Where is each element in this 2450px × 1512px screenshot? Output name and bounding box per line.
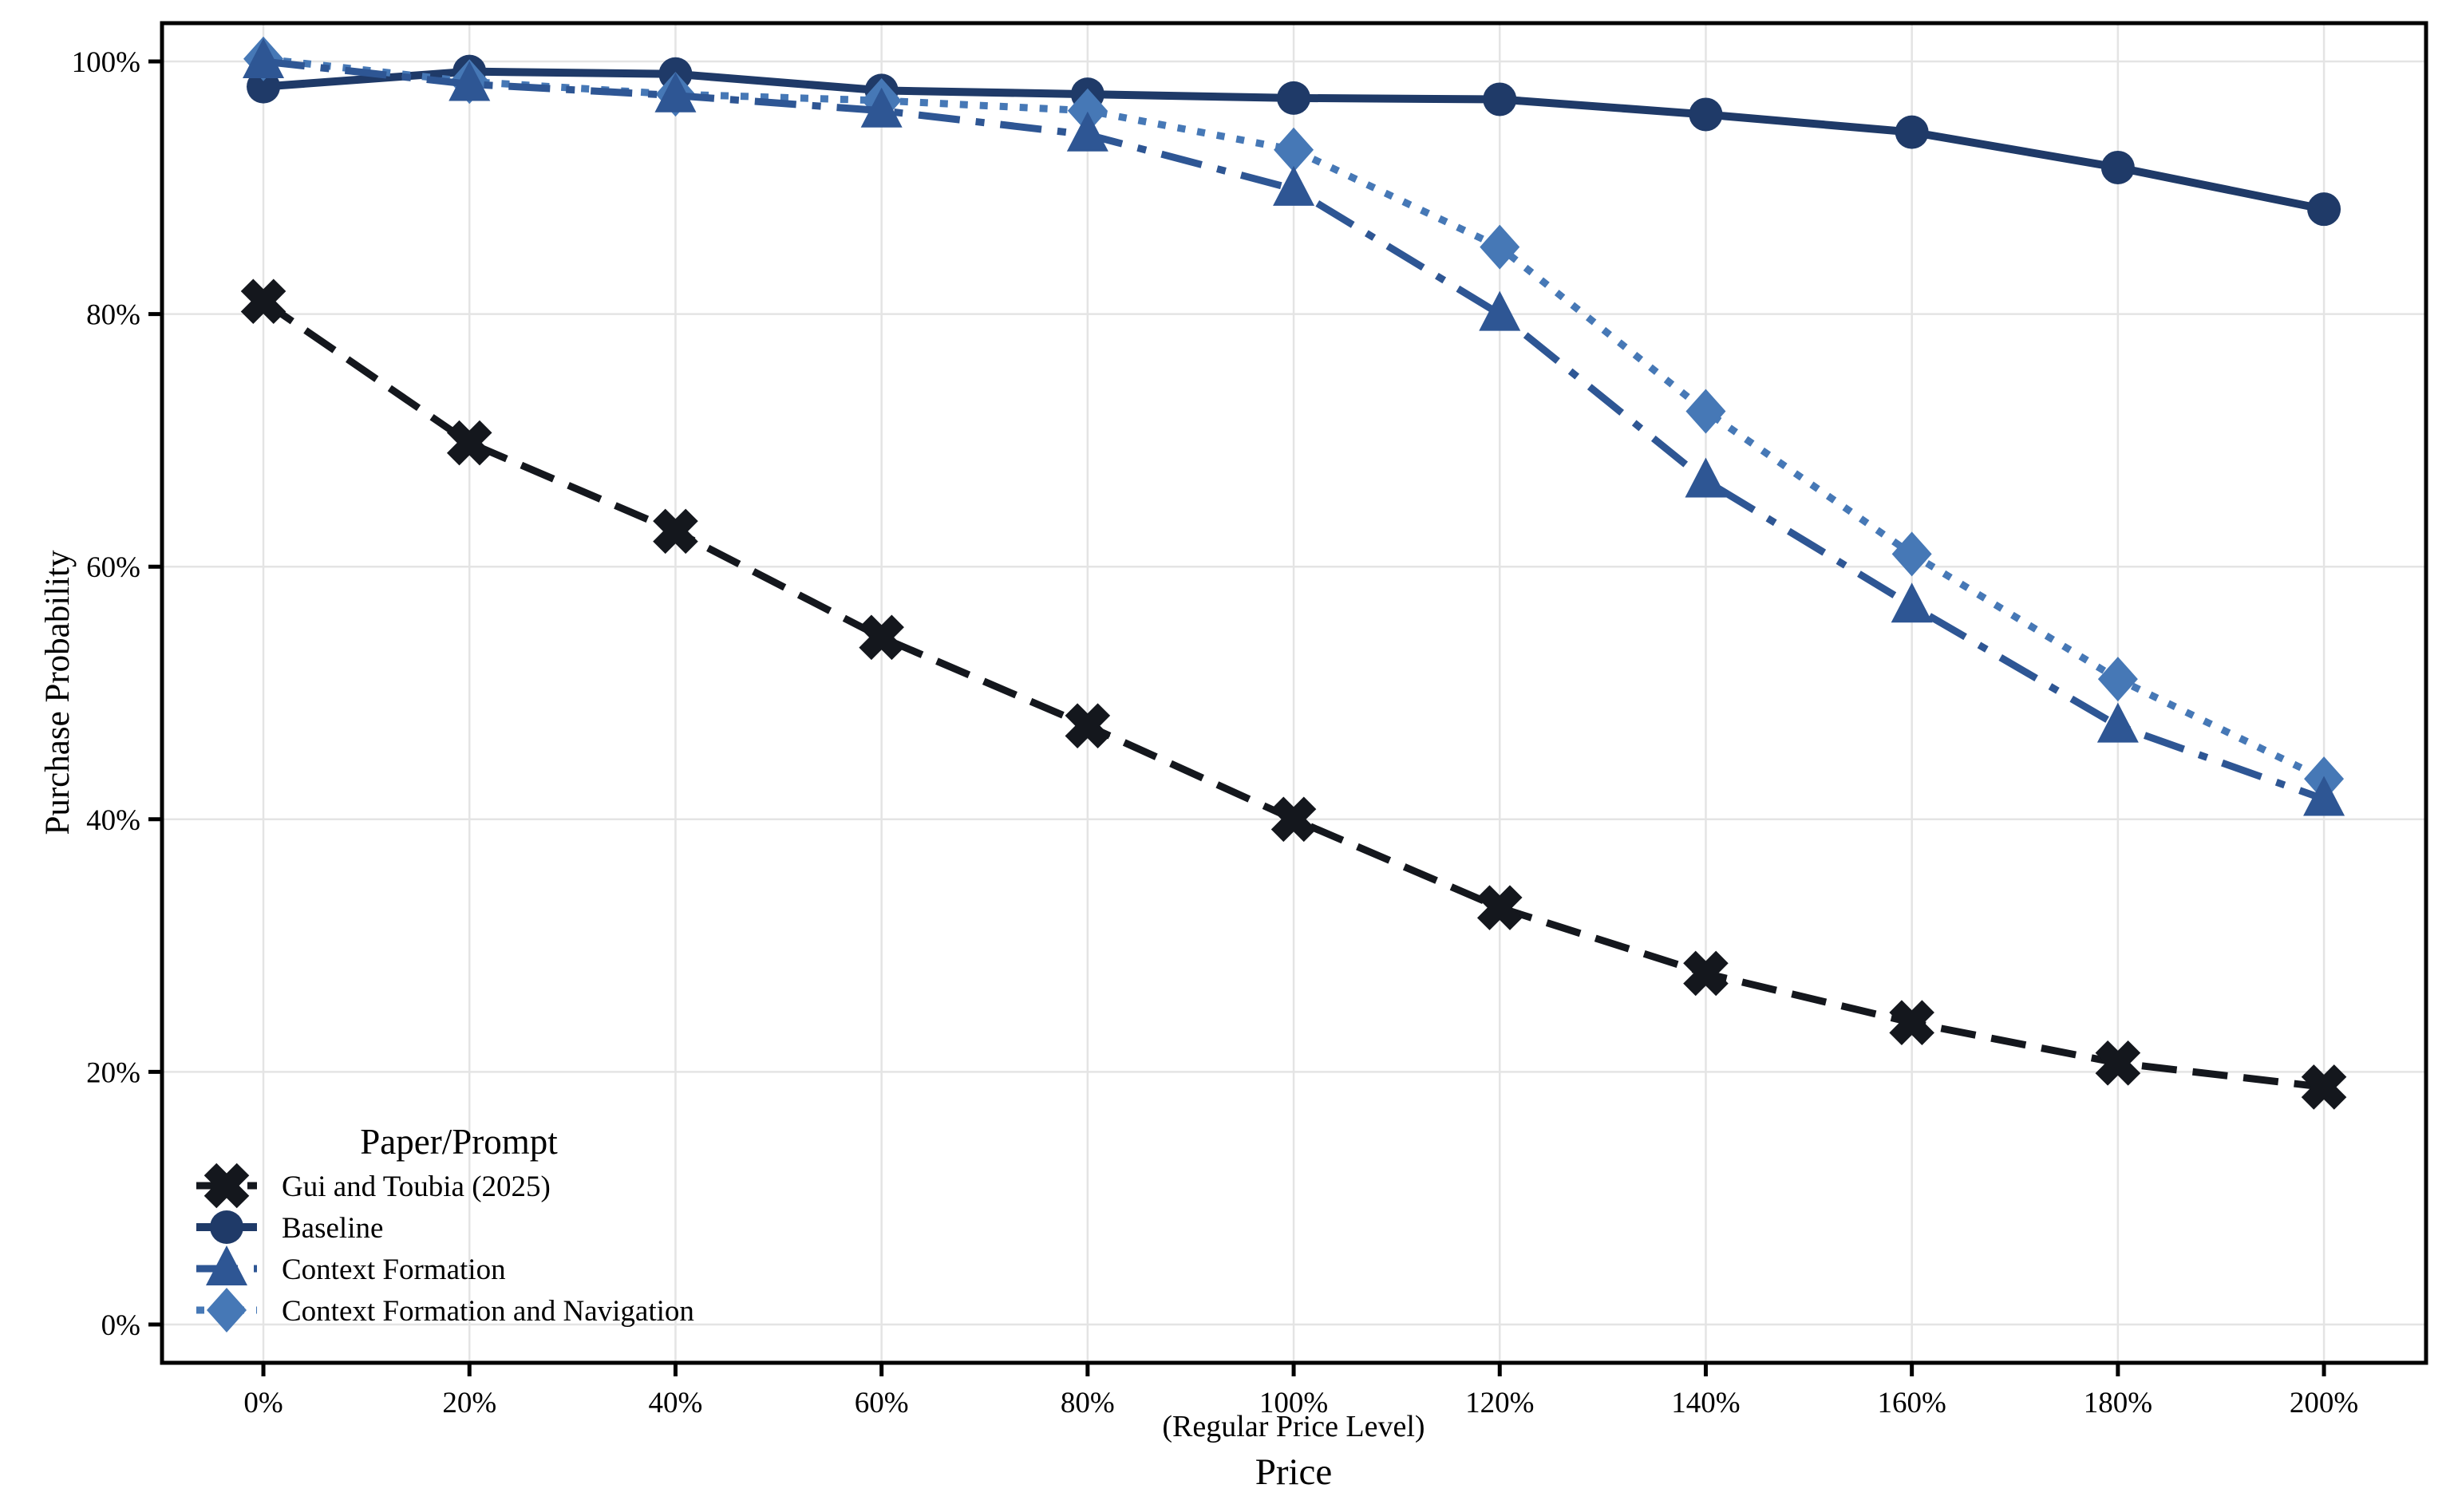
legend-item-label: Context Formation and Navigation [282,1295,694,1328]
diamond-icon [207,1288,247,1332]
x-marker [446,420,492,466]
y-tick-label: 80% [86,299,140,332]
x-icon [204,1163,250,1209]
diamond-marker [1685,389,1726,434]
x-marker [2301,1064,2347,1110]
x-tick-label: 40% [649,1387,703,1419]
x-tick-label: 60% [855,1387,909,1419]
series-gui-and-toubia-2025- [240,278,2347,1110]
x-axis-note: (Regular Price Level) [1162,1410,1425,1443]
x-axis-title: Price [1255,1451,1333,1493]
legend-item: Context Formation [196,1246,506,1286]
circle-marker [1895,115,1929,149]
legend-item-label: Context Formation [282,1253,506,1286]
x-marker [1270,796,1317,843]
triangle-marker [1479,290,1521,331]
x-tick-label: 20% [442,1387,496,1419]
circle-marker [1483,82,1517,116]
x-tick-label: 180% [2084,1387,2152,1419]
diamond-marker [2097,657,2138,702]
series-layer [240,36,2347,1110]
y-tick-label: 40% [86,804,140,837]
circle-icon [210,1210,243,1244]
x-marker [1889,1000,1934,1045]
triangle-marker [860,87,903,128]
circle-marker [1689,97,1723,132]
triangle-marker [654,72,697,113]
series-context-formation [243,38,2345,816]
triangle-marker [243,38,285,78]
triangle-marker [2096,702,2139,743]
diamond-marker [1480,224,1520,270]
legend-title: Paper/Prompt [360,1122,558,1162]
circle-marker [2100,150,2135,184]
y-tick-label: 0% [101,1309,140,1342]
tick-marks [148,59,2326,1376]
x-marker [240,278,286,325]
x-tick-label: 120% [1465,1387,1534,1419]
triangle-marker [2303,776,2345,816]
x-marker [1683,950,1729,997]
x-tick-label: 200% [2290,1387,2358,1419]
triangle-marker [1273,165,1315,206]
circle-marker [2307,192,2341,227]
x-tick-labels: 0% 20% 40% 60% 80% 100% 120% 140% 160% 180% 200% [243,1387,2358,1419]
x-tick-label: 100% [1259,1387,1328,1419]
circle-marker [247,69,281,104]
x-marker [653,508,698,555]
legend-item-label: Gui and Toubia (2025) [282,1171,551,1203]
triangle-marker [1066,111,1108,152]
y-axis-title: Purchase Probability [39,550,77,835]
x-tick-label: 160% [1877,1387,1946,1419]
x-marker [1065,703,1111,748]
legend-item-label: Baseline [282,1212,383,1245]
x-tick-label: 140% [1671,1387,1740,1419]
x-tick-label: 0% [243,1387,283,1419]
diamond-marker [1067,88,1108,133]
series-line [263,57,2326,803]
y-tick-label: 100% [72,46,140,79]
y-tick-labels: 0% 20% 40% 60% 80% 100% [72,46,140,1342]
triangle-icon [206,1246,247,1285]
x-tick-label: 80% [1061,1387,1115,1419]
legend-item: Context Formation and Navigation [196,1288,694,1332]
x-marker [2095,1040,2141,1086]
x-marker [859,614,904,661]
triangle-marker [1685,457,1727,498]
x-marker [1476,885,1523,930]
legend-item: Gui and Toubia (2025) [196,1163,551,1209]
legend-item: Baseline [196,1210,383,1245]
diamond-marker [1891,531,1932,577]
triangle-marker [449,61,491,101]
triangle-marker [1891,582,1933,623]
circle-marker [1277,81,1311,115]
y-tick-label: 20% [86,1056,140,1089]
diamond-marker [1274,127,1314,172]
legend: Paper/Prompt Gui and Toubia (2025) Baselin… [196,1122,694,1332]
y-tick-label: 60% [86,551,140,584]
